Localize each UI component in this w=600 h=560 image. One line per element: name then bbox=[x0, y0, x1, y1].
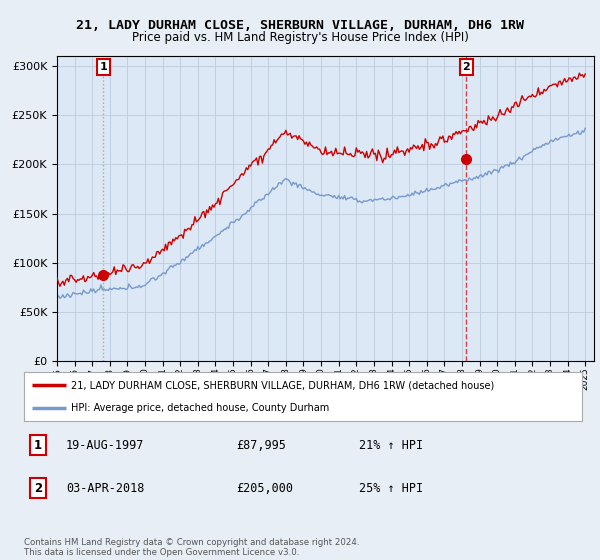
Text: 21% ↑ HPI: 21% ↑ HPI bbox=[359, 438, 423, 452]
Text: Price paid vs. HM Land Registry's House Price Index (HPI): Price paid vs. HM Land Registry's House … bbox=[131, 31, 469, 44]
Text: 19-AUG-1997: 19-AUG-1997 bbox=[66, 438, 144, 452]
Text: 03-APR-2018: 03-APR-2018 bbox=[66, 482, 144, 495]
Text: 1: 1 bbox=[100, 62, 107, 72]
Text: 2: 2 bbox=[34, 482, 42, 495]
Text: 21, LADY DURHAM CLOSE, SHERBURN VILLAGE, DURHAM, DH6 1RW (detached house): 21, LADY DURHAM CLOSE, SHERBURN VILLAGE,… bbox=[71, 380, 494, 390]
Text: 2: 2 bbox=[463, 62, 470, 72]
Text: HPI: Average price, detached house, County Durham: HPI: Average price, detached house, Coun… bbox=[71, 403, 329, 413]
Text: 1: 1 bbox=[34, 438, 42, 452]
Text: 25% ↑ HPI: 25% ↑ HPI bbox=[359, 482, 423, 495]
Text: Contains HM Land Registry data © Crown copyright and database right 2024.
This d: Contains HM Land Registry data © Crown c… bbox=[24, 538, 359, 557]
Text: £205,000: £205,000 bbox=[236, 482, 293, 495]
Text: £87,995: £87,995 bbox=[236, 438, 286, 452]
Text: 21, LADY DURHAM CLOSE, SHERBURN VILLAGE, DURHAM, DH6 1RW: 21, LADY DURHAM CLOSE, SHERBURN VILLAGE,… bbox=[76, 18, 524, 32]
